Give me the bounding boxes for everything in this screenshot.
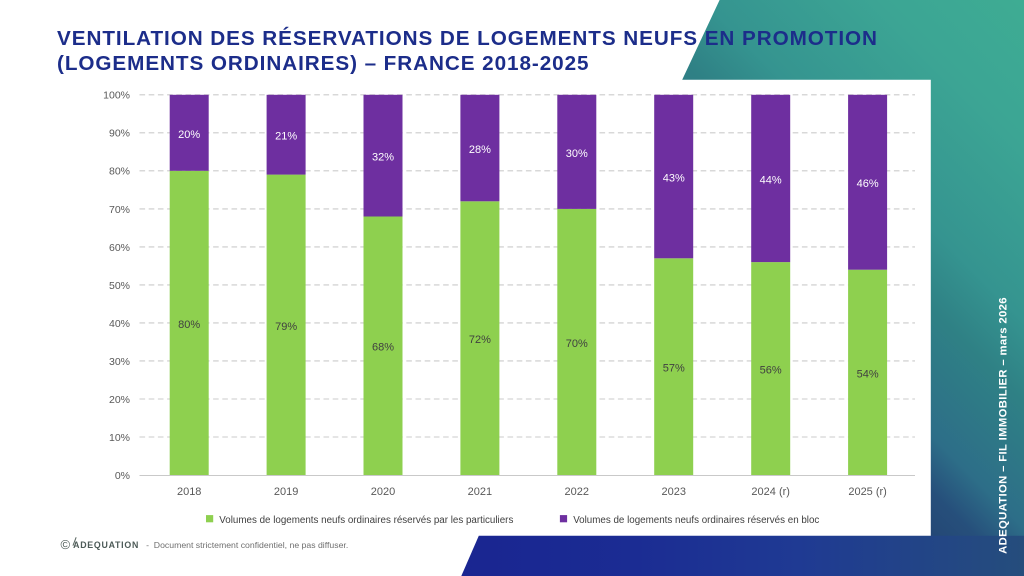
svg-text:43%: 43%: [663, 173, 685, 185]
svg-text:40%: 40%: [109, 318, 130, 330]
svg-text:57%: 57%: [663, 363, 685, 375]
svg-text:2022: 2022: [565, 486, 589, 498]
svg-text:2024 (r): 2024 (r): [751, 486, 790, 498]
svg-text:46%: 46%: [857, 178, 879, 190]
svg-text:20%: 20%: [109, 394, 130, 406]
svg-text:80%: 80%: [109, 166, 130, 178]
svg-text:100%: 100%: [103, 90, 130, 102]
svg-text:72%: 72%: [469, 334, 491, 346]
svg-text:0%: 0%: [115, 470, 130, 482]
svg-text:10%: 10%: [109, 432, 130, 444]
svg-text:80%: 80%: [178, 319, 200, 331]
svg-text:21%: 21%: [275, 131, 297, 143]
svg-text:56%: 56%: [760, 365, 782, 377]
svg-text:79%: 79%: [275, 321, 297, 333]
svg-text:44%: 44%: [760, 174, 782, 186]
svg-text:32%: 32%: [372, 152, 394, 164]
svg-text:2021: 2021: [468, 486, 492, 498]
svg-text:28%: 28%: [469, 144, 491, 156]
svg-text:20%: 20%: [178, 129, 200, 141]
svg-text:54%: 54%: [857, 368, 879, 380]
svg-text:30%: 30%: [566, 148, 588, 160]
svg-text:2023: 2023: [662, 486, 686, 498]
svg-text:Volumes de logements neufs ord: Volumes de logements neufs ordinaires ré…: [219, 515, 513, 526]
svg-text:Volumes de logements neufs ord: Volumes de logements neufs ordinaires ré…: [573, 515, 819, 526]
svg-text:30%: 30%: [109, 356, 130, 368]
svg-text:68%: 68%: [372, 342, 394, 354]
svg-text:2025 (r): 2025 (r): [848, 486, 887, 498]
svg-text:70%: 70%: [109, 204, 130, 216]
svg-text:90%: 90%: [109, 128, 130, 140]
svg-text:70%: 70%: [566, 338, 588, 350]
svg-text:2019: 2019: [274, 486, 298, 498]
svg-text:2020: 2020: [371, 486, 395, 498]
svg-text:60%: 60%: [109, 242, 130, 254]
svg-text:2018: 2018: [177, 486, 201, 498]
svg-text:50%: 50%: [109, 280, 130, 292]
